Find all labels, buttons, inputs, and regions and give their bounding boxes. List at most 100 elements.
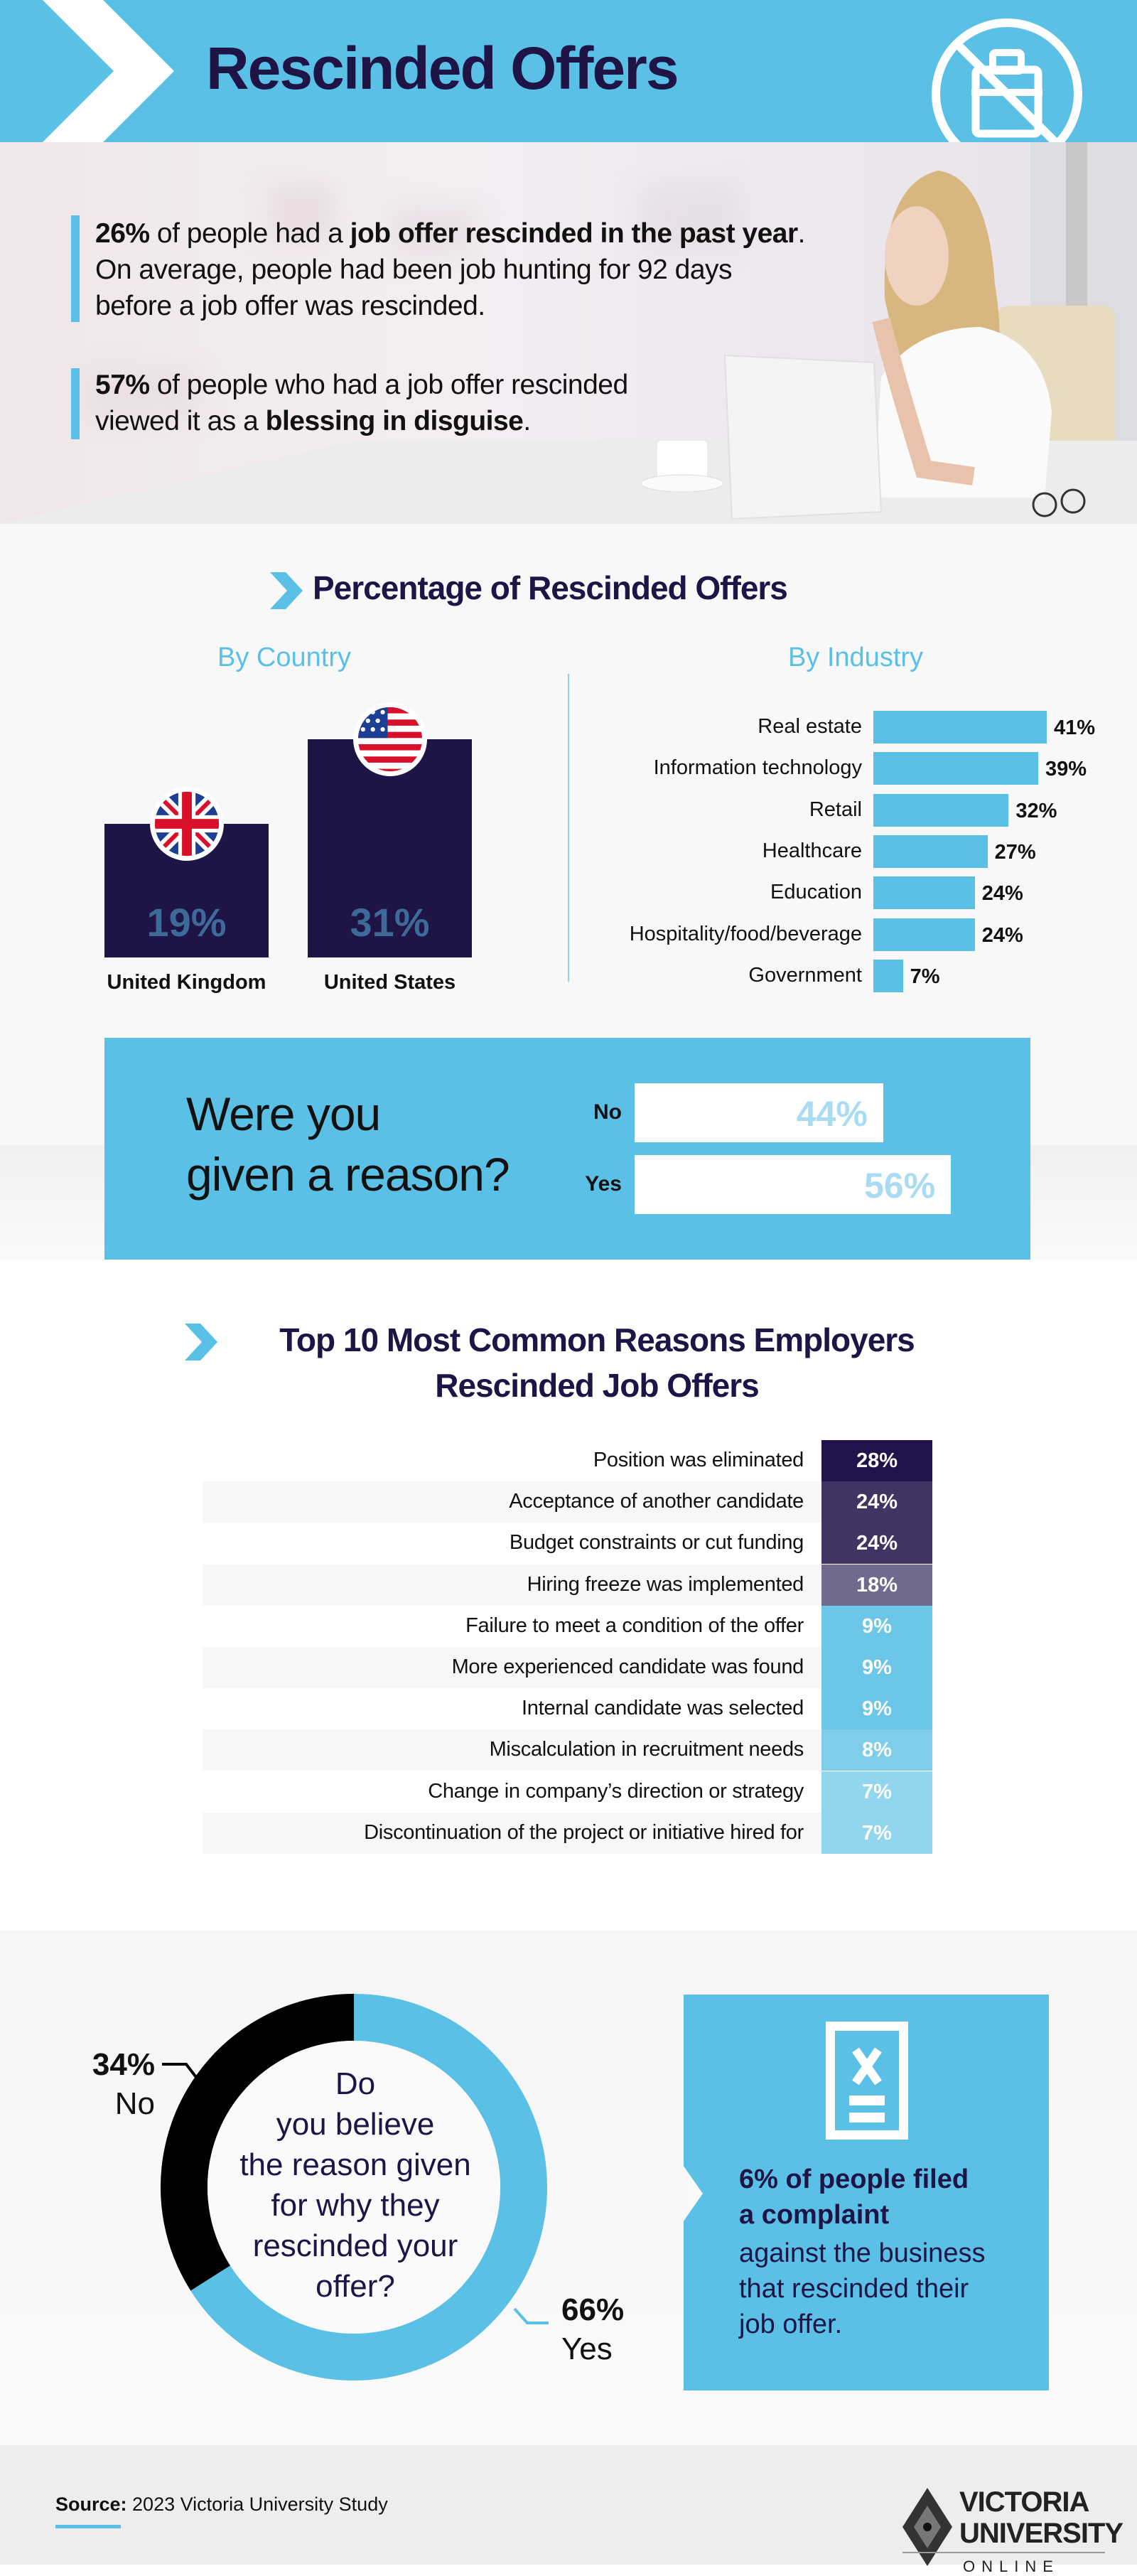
complaint-text-3: job offer.: [739, 2309, 843, 2339]
industry-row: Retail 32%: [0, 793, 1137, 827]
donut-yes-label: Yes: [561, 2331, 613, 2366]
no-briefcase-icon: [932, 18, 1082, 142]
reason-value: 8%: [821, 1729, 932, 1771]
by-industry-heading: By Industry: [787, 643, 924, 672]
belief-donut-chart: [161, 1994, 549, 2381]
industry-bar: [873, 711, 1047, 744]
leader-line-yes: [513, 2307, 549, 2324]
source-label: Source:: [55, 2494, 127, 2515]
reason-bar: 44%: [635, 1083, 883, 1142]
reason-label: Position was eliminated: [593, 1449, 804, 1471]
by-country-heading: By Country: [217, 643, 351, 672]
stat-text: of people had a: [149, 218, 350, 249]
complaint-text-2: that rescinded their: [739, 2274, 969, 2304]
chevron-decoration-icon: [43, 0, 174, 142]
industry-value: 27%: [994, 840, 1036, 864]
donut-yes-value: 66%: [561, 2292, 625, 2327]
donut-no-value: 34%: [92, 2047, 155, 2082]
reason-bar: 56%: [635, 1155, 952, 1214]
donut-no-label: No: [114, 2086, 155, 2121]
accent-bar: [71, 368, 80, 439]
reason-value: 18%: [821, 1564, 932, 1606]
stat-blessing-in-disguise: 57% of people who had a job offer rescin…: [95, 367, 678, 439]
industry-value: 24%: [981, 923, 1023, 947]
reason-value: 24%: [821, 1523, 932, 1565]
reason-value: 28%: [821, 1440, 932, 1481]
table-row: Internal candidate was selected 9%: [203, 1688, 932, 1730]
country-label: United Kingdom: [107, 971, 266, 994]
reason-label: Change in company’s direction or strateg…: [428, 1779, 804, 1803]
notch: [683, 2165, 703, 2222]
reason-value: 7%: [821, 1771, 932, 1813]
industry-bar: [873, 918, 975, 951]
stat-percent: 26%: [95, 218, 150, 249]
reason-question: Were you given a reason?: [186, 1084, 510, 1205]
section-title-line1: Top 10 Most Common Reasons Employers: [279, 1321, 915, 1358]
industry-bar: [873, 793, 1009, 827]
section-title: Percentage of Rescinded Offers: [313, 569, 788, 606]
table-row: More experienced candidate was found 9%: [203, 1647, 932, 1688]
us-flag-icon: [352, 702, 427, 776]
reason-value: 9%: [821, 1605, 932, 1647]
industry-label: Government: [748, 963, 862, 987]
donut-question-line: for why they: [271, 2188, 440, 2223]
complaint-bold-2: a complaint: [739, 2200, 890, 2230]
donut-question-line: Do: [335, 2066, 376, 2101]
chevron-right-icon: [185, 1324, 217, 1361]
uk-flag-icon: [149, 786, 224, 861]
industry-value: 39%: [1045, 758, 1087, 781]
industry-label: Education: [770, 881, 862, 904]
reason-value: 9%: [821, 1688, 932, 1730]
complaint-text-1: against the business: [739, 2238, 986, 2268]
reason-given-panel: [104, 1038, 1030, 1260]
table-row: Change in company’s direction or strateg…: [203, 1771, 932, 1813]
industry-bar: [873, 876, 975, 910]
country-value: 31%: [350, 900, 430, 945]
industry-row: Real estate 41%: [0, 711, 1137, 744]
industry-label: Real estate: [758, 715, 862, 738]
industry-row: Healthcare 27%: [0, 834, 1137, 868]
industry-row: Government 7%: [0, 959, 1137, 992]
page-title: Rescinded Offers: [206, 35, 679, 102]
industry-label: Retail: [809, 798, 862, 821]
donut-question-line: the reason given: [239, 2147, 471, 2182]
table-row: Discontinuation of the project or initia…: [203, 1812, 932, 1854]
reason-value: 24%: [821, 1481, 932, 1523]
donut-question-line: rescinded your: [252, 2228, 458, 2263]
industry-bar: [873, 959, 903, 992]
reason-label: More experienced candidate was found: [451, 1655, 804, 1678]
industry-bar: [873, 834, 988, 868]
industry-bar: [873, 752, 1039, 785]
logo-online: ONLINE: [963, 2558, 1060, 2575]
reason-value: 56%: [864, 1166, 936, 1206]
industry-row: Information technology 39%: [0, 752, 1137, 785]
industry-label: Information technology: [653, 756, 862, 780]
table-row: Miscalculation in recruitment needs 8%: [203, 1729, 932, 1771]
reason-label: Discontinuation of the project or initia…: [364, 1820, 804, 1844]
industry-value: 24%: [981, 882, 1023, 906]
reason-label: No: [593, 1100, 622, 1124]
stat-bold-text: blessing in disguise: [265, 406, 524, 436]
table-row: Acceptance of another candidate 24%: [203, 1481, 932, 1523]
industry-label: Healthcare: [762, 839, 862, 862]
complaint-panel: [683, 1995, 1049, 2390]
logo-rule: [902, 2552, 1105, 2553]
complaint-bold-1: 6% of people filed: [739, 2164, 969, 2194]
woman-at-laptop-photo: [0, 142, 1137, 524]
industry-label: Hospitality/food/beverage: [629, 922, 862, 945]
stat-percent: 57%: [95, 370, 150, 400]
accent-bar: [71, 215, 80, 322]
industry-value: 41%: [1053, 717, 1095, 739]
table-row: Position was eliminated 28%: [203, 1440, 932, 1481]
donut-question-line: you believe: [276, 2107, 435, 2142]
table-row: Budget constraints or cut funding 24%: [203, 1523, 932, 1565]
header-banner: Rescinded Offers: [0, 0, 1137, 142]
divider: [568, 674, 569, 982]
hero-section: 26% of people had a job offer rescinded …: [0, 142, 1137, 524]
donut-center: [208, 2041, 500, 2334]
reason-label: Internal candidate was selected: [522, 1697, 804, 1720]
stat-rescinded-past-year: 26% of people had a job offer rescinded …: [95, 215, 806, 324]
industry-value: 7%: [910, 965, 940, 988]
logo-line: VICTORIA: [959, 2486, 1089, 2518]
industry-row: Education 24%: [0, 876, 1137, 910]
